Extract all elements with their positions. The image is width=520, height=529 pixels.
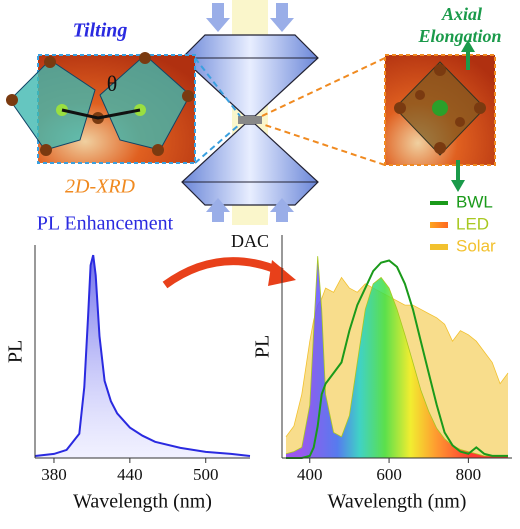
legend-swatch bbox=[430, 244, 448, 250]
label: 2D-XRD bbox=[65, 176, 136, 198]
atoms bbox=[394, 64, 486, 154]
x-tick-label: 800 bbox=[456, 465, 482, 484]
pressure-arrows bbox=[206, 3, 294, 222]
chart-title: PL Enhancement bbox=[37, 213, 174, 235]
anvil-top bbox=[181, 34, 319, 117]
area-fill bbox=[286, 256, 508, 458]
label: θ bbox=[107, 71, 118, 96]
series-line bbox=[34, 254, 251, 457]
area-fill bbox=[35, 255, 250, 458]
legend-label: BWL bbox=[456, 192, 493, 211]
x-tick-label: 600 bbox=[376, 465, 402, 484]
zoom-line bbox=[261, 123, 386, 166]
legend-label: Solar bbox=[456, 236, 496, 255]
legend-label: LED bbox=[456, 214, 489, 233]
arrow bbox=[162, 257, 284, 289]
label: DAC bbox=[231, 231, 269, 251]
y-axis-label: PL bbox=[252, 335, 274, 358]
y-axis-label: PL bbox=[5, 340, 27, 363]
x-tick-label: 500 bbox=[193, 465, 219, 484]
x-tick-label: 440 bbox=[117, 465, 143, 484]
x-axis-label: Wavelength (nm) bbox=[328, 491, 467, 513]
metal-atom bbox=[432, 100, 448, 116]
label: Axial bbox=[441, 4, 482, 24]
bond bbox=[61, 108, 141, 120]
atoms bbox=[6, 52, 194, 156]
x-tick-label: 400 bbox=[297, 465, 323, 484]
zoom-line bbox=[261, 57, 386, 117]
label: Tilting bbox=[73, 20, 128, 42]
gasket bbox=[238, 116, 262, 124]
zoom-line bbox=[194, 57, 241, 117]
x-tick-label: 380 bbox=[41, 465, 67, 484]
x-axis-label: Wavelength (nm) bbox=[73, 491, 212, 513]
series-line bbox=[285, 256, 508, 457]
octahedra bbox=[9, 54, 191, 151]
elongation-arrows bbox=[451, 40, 475, 192]
label: Elongation bbox=[417, 26, 501, 46]
series-line bbox=[286, 259, 508, 459]
legend-swatch bbox=[430, 222, 448, 228]
